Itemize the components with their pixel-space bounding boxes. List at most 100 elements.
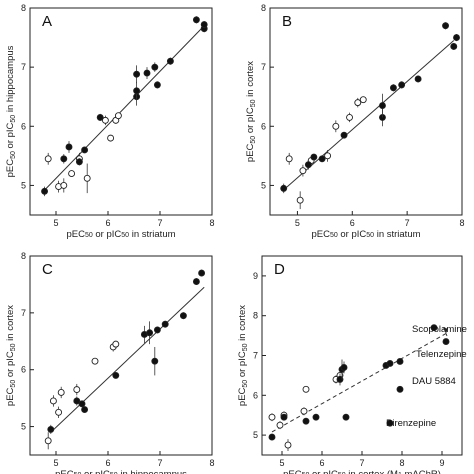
open-data-point [354,99,362,107]
open-data-point [346,113,353,121]
open-data-point [57,389,65,396]
open-data-point [44,437,52,445]
regression-line [285,40,455,189]
filled-data-point [442,22,449,30]
x-tick-label: 6 [105,458,110,468]
filled-data-point [386,419,394,427]
filled-data-point [398,81,406,89]
x-tick-label: 6 [350,218,355,228]
open-data-point [284,441,292,449]
open-data-point [112,340,120,348]
filled-data-point [179,312,187,320]
y-tick-label: 5 [261,180,266,190]
filled-data-point [414,75,422,83]
panel-b: 5 6 7 8 5 6 7 8 pEC50 or pIC50 in striatum pEC50 … [245,3,465,240]
x-tick-label: 7 [405,218,410,228]
panel-label: B [282,13,292,30]
open-data-point [60,181,68,189]
open-data-point [68,170,76,178]
y-tick-label: 5 [21,180,26,190]
filled-data-point [340,131,348,139]
filled-data-point [47,425,55,433]
open-data-point [101,116,109,124]
filled-data-point [200,21,208,29]
filled-data-point [304,161,312,169]
filled-data-point [133,70,141,78]
filled-data-point [73,397,81,405]
x-tick-label: 5 [279,458,284,468]
open-data-point [73,386,81,394]
open-data-point [296,196,304,204]
filled-data-point [112,371,120,379]
arrow-head [443,327,448,334]
panel-c: 5 6 7 8 5 6 7 8 pEC50 or pIC50 in hippocampus pEC… [5,251,215,474]
y-tick-label: 8 [261,3,266,13]
plot-frame [29,7,213,216]
x-tick-label: 5 [53,218,58,228]
filled-data-point [143,69,151,77]
y-tick-label: 8 [253,311,258,321]
plot-frame [29,255,213,456]
open-data-point [83,174,91,182]
filled-data-point [280,413,288,421]
y-axis-label: pEC50 or pIC50 in hippocampus [5,45,17,177]
open-data-point [300,407,308,415]
x-tick-label: 5 [53,458,58,468]
open-data-point [276,421,284,429]
open-data-point [55,408,63,416]
filled-data-point [312,413,320,421]
x-tick-label: 8 [209,458,214,468]
x-axis-label: pEC50 or pIC50 in hippocampus [55,469,187,474]
filled-data-point [450,42,458,50]
filled-data-point [78,400,86,408]
filled-data-point [75,158,83,166]
y-tick-label: 7 [261,62,266,72]
filled-data-point [442,338,450,346]
x-tick-label: 5 [295,218,300,228]
y-tick-label: 6 [253,390,258,400]
filled-data-point [336,375,344,383]
y-tick-label: 5 [253,430,258,440]
open-data-point [324,152,332,160]
x-axis-label: pEC50 or pIC50 in striatum [66,229,175,240]
panel-label: C [42,261,53,278]
x-tick-label: 6 [319,458,324,468]
filled-data-point [342,413,350,421]
y-tick-label: 6 [21,365,26,375]
y-axis-label: pEC50 or pIC50 in cortex [237,305,249,406]
x-tick-label: 7 [157,218,162,228]
x-axis-label: pEC50 or pIC50 in striatum [311,229,420,240]
annotation-arrow [445,333,448,337]
open-data-point [49,397,57,405]
filled-data-point [41,187,49,195]
annotation-label: Telenzepine [416,349,467,360]
y-tick-label: 8 [21,251,26,261]
filled-data-point [280,184,288,192]
x-tick-label: 6 [105,218,110,228]
filled-data-point [192,278,200,286]
filled-data-point [310,153,318,161]
panel-a: 5 6 7 8 5 6 7 8 pEC50 or pIC50 in striatum pEC50 … [5,3,215,240]
filled-data-point [192,16,200,24]
panel-label: D [274,261,285,278]
x-axis-label: pEC50 or pIC50 in cortex (M1 mAChR) [283,469,441,474]
y-tick-label: 7 [21,62,26,72]
filled-data-point [396,358,404,365]
filled-data-point [318,155,326,163]
filled-data-point [340,363,348,371]
filled-data-point [81,146,89,154]
y-tick-label: 6 [21,121,26,131]
x-tick-label: 9 [439,458,444,468]
filled-data-point [302,417,310,425]
open-data-point [299,167,307,175]
open-data-point [114,112,122,120]
open-data-point [302,385,310,393]
open-data-point [332,122,340,130]
annotation-label: Pirenzepine [386,418,436,429]
filled-data-point [153,81,161,89]
open-data-point [359,96,367,104]
open-data-point [44,155,52,163]
regression-line [271,331,449,433]
y-axis-label: pEC50 or pIC50 in cortex [245,61,257,162]
